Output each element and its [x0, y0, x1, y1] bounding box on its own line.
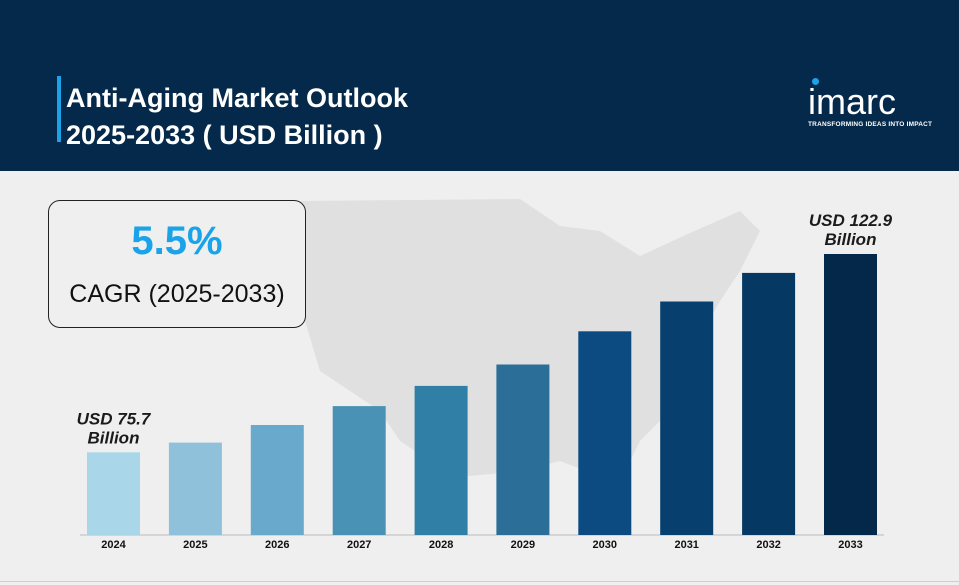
bar-2028	[414, 385, 468, 535]
header-banner: Anti-Aging Market Outlook 2025-2033 ( US…	[0, 0, 959, 171]
bar-2025	[168, 442, 222, 535]
footer-divider	[0, 581, 959, 582]
bar-2032	[742, 272, 796, 535]
data-label-2024-line1: USD 75.7	[77, 409, 152, 428]
x-tick-label-2026: 2026	[265, 539, 289, 551]
bar-2029	[496, 364, 550, 535]
x-tick-label-2033: 2033	[838, 539, 862, 551]
title-line-2: 2025-2033 ( USD Billion )	[66, 120, 383, 150]
cagr-box: 5.5% CAGR (2025-2033)	[48, 200, 306, 328]
page-title: Anti-Aging Market Outlook 2025-2033 ( US…	[66, 80, 408, 154]
x-tick-label-2031: 2031	[674, 539, 698, 551]
x-tick-label-2029: 2029	[511, 539, 535, 551]
x-tick-label-2027: 2027	[347, 539, 371, 551]
bar-2033	[824, 254, 877, 535]
cagr-label: CAGR (2025-2033)	[69, 280, 285, 308]
logo-dot-icon	[812, 78, 819, 85]
bar-2027	[332, 406, 386, 535]
data-label-2033-line2: Billion	[825, 230, 877, 249]
x-tick-label-2024: 2024	[101, 539, 126, 551]
logo-tagline: TRANSFORMING IDEAS INTO IMPACT	[808, 121, 933, 128]
logo-wordmark: imarc	[808, 81, 896, 122]
x-tick-label-2028: 2028	[429, 539, 453, 551]
x-tick-label-2025: 2025	[183, 539, 207, 551]
title-line-1: Anti-Aging Market Outlook	[66, 83, 408, 113]
x-tick-label-2030: 2030	[593, 539, 617, 551]
data-label-2033-line1: USD 122.9	[809, 211, 893, 230]
data-label-2024-line2: Billion	[88, 428, 140, 447]
bar-2031	[660, 301, 714, 535]
imarc-logo: imarc TRANSFORMING IDEAS INTO IMPACT	[808, 78, 933, 130]
x-tick-label-2032: 2032	[756, 539, 780, 551]
cagr-value: 5.5%	[131, 219, 223, 263]
bar-2026	[250, 425, 304, 535]
bar-2030	[578, 331, 632, 535]
bar-2024	[87, 452, 140, 535]
title-accent-bar	[57, 76, 61, 142]
